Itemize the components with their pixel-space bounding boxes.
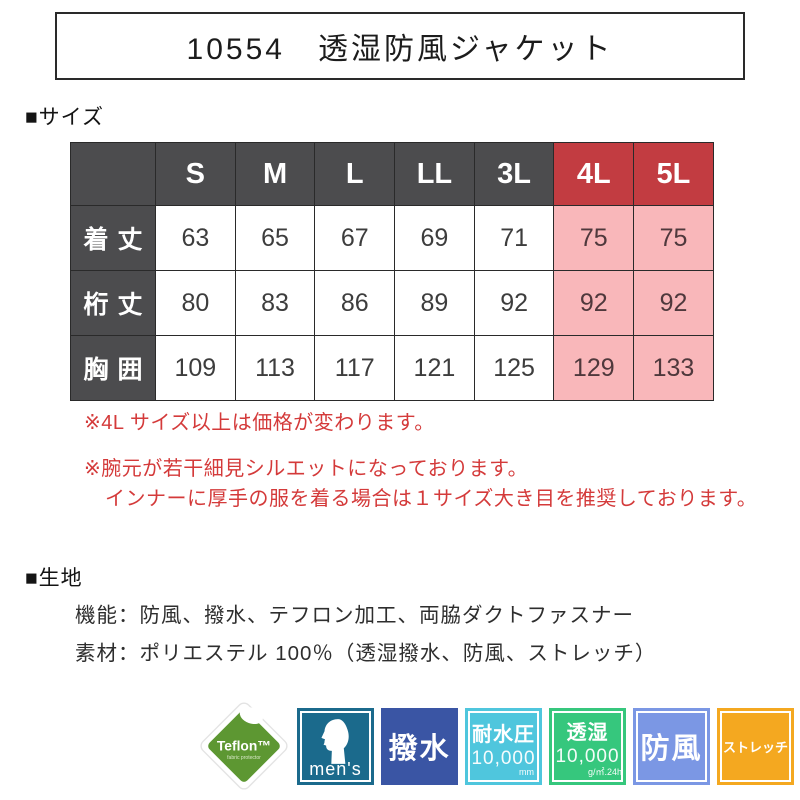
badge-breathability-rating: 透湿 10,000 g/㎡.24h	[549, 707, 626, 785]
feature-badges-row: Teflon™ fabric protector men's 撥水 耐水圧 10…	[198, 700, 794, 792]
size-col-header-s: S	[155, 142, 236, 206]
badge-water-repellent-label: 撥水	[388, 733, 451, 765]
cell-value: 117	[314, 335, 396, 401]
cell-value: 89	[394, 270, 475, 336]
cell-value-highlight: 129	[553, 335, 635, 401]
badge-breathability-value: 10,000	[555, 746, 620, 767]
badge-mens: men's	[297, 707, 374, 785]
size-notes: ※4L サイズ以上は価格が変わります。 ※腕元が若干細見シルエットになっておりま…	[84, 412, 757, 511]
cell-value-highlight: 75	[553, 205, 635, 271]
row-label-chest: 胸囲	[70, 335, 156, 401]
size-table-row-sleeve-length: 桁丈 80 83 86 89 92 92 92	[70, 270, 714, 336]
note-slim-silhouette: ※腕元が若干細見シルエットになっております。	[84, 458, 529, 480]
teflon-logo: Teflon™ fabric protector	[198, 700, 290, 792]
badge-breathability-label: 透湿	[566, 722, 609, 744]
teflon-logo-icon: Teflon™ fabric protector	[200, 702, 288, 790]
badge-breathability-unit: g/㎡.24h	[587, 767, 622, 777]
size-col-header-m: M	[234, 142, 316, 206]
fabric-material-line: 素材：ポリエステル 100％（透湿撥水、防風、ストレッチ）	[75, 642, 657, 665]
size-col-header-3l: 3L	[473, 142, 555, 206]
cell-value: 113	[234, 335, 316, 401]
badge-windproof-label: 防風	[640, 733, 703, 765]
teflon-subtext: fabric protector	[227, 755, 261, 761]
size-section-heading: ■サイズ	[25, 106, 105, 129]
cell-value: 69	[394, 205, 475, 271]
cell-value: 109	[155, 335, 236, 401]
badge-waterproof-label: 耐水圧	[472, 723, 535, 746]
cell-value: 83	[234, 270, 316, 336]
cell-value: 71	[473, 205, 555, 271]
badge-mens-label: men's	[309, 758, 362, 779]
cell-value: 63	[155, 205, 236, 271]
row-label-sleeve-length: 桁丈	[70, 270, 156, 336]
cell-value-highlight: 92	[633, 270, 714, 336]
badge-waterproof-rating: 耐水圧 10,000 mm	[465, 707, 542, 785]
product-title: 10554 透湿防風ジャケット	[186, 33, 614, 66]
mens-head-silhouette-icon	[321, 718, 349, 764]
cell-value: 92	[473, 270, 555, 336]
note-price-change: ※4L サイズ以上は価格が変わります。	[84, 412, 435, 434]
badge-water-repellent: 撥水	[381, 707, 458, 785]
size-col-header-4l: 4L	[553, 142, 635, 206]
note-size-up-recommendation: インナーに厚手の服を着る場合は１サイズ大き目を推奨しております。	[105, 488, 758, 510]
badge-waterproof-value: 10,000	[471, 747, 536, 769]
fabric-section-heading: ■生地	[25, 567, 83, 590]
size-table-row-body-length: 着丈 63 65 67 69 71 75 75	[70, 205, 714, 271]
product-title-box: 10554 透湿防風ジャケット	[55, 12, 745, 80]
cell-value: 65	[234, 205, 316, 271]
teflon-brand-text: Teflon™	[217, 739, 271, 754]
badge-waterproof-unit: mm	[519, 766, 534, 777]
badge-stretch: ストレッチ	[717, 707, 794, 785]
cell-value: 86	[314, 270, 396, 336]
size-col-header-5l: 5L	[633, 142, 714, 206]
size-table-corner-cell	[70, 142, 156, 206]
cell-value: 121	[394, 335, 475, 401]
cell-value-highlight: 75	[633, 205, 714, 271]
fabric-function-line: 機能：防風、撥水、テフロン加工、両脇ダクトファスナー	[75, 604, 634, 627]
cell-value-highlight: 133	[633, 335, 714, 401]
size-table: S M L LL 3L 4L 5L 着丈 63 65 67 69 71 75 7…	[70, 142, 714, 401]
size-table-header-row: S M L LL 3L 4L 5L	[70, 142, 714, 206]
row-label-body-length: 着丈	[70, 205, 156, 271]
cell-value: 80	[155, 270, 236, 336]
size-col-header-l: L	[314, 142, 396, 206]
badge-stretch-label: ストレッチ	[722, 739, 788, 755]
badge-windproof: 防風	[633, 707, 710, 785]
cell-value-highlight: 92	[553, 270, 635, 336]
size-col-header-ll: LL	[394, 142, 475, 206]
cell-value: 125	[473, 335, 555, 401]
size-table-row-chest: 胸囲 109 113 117 121 125 129 133	[70, 335, 714, 401]
cell-value: 67	[314, 205, 396, 271]
